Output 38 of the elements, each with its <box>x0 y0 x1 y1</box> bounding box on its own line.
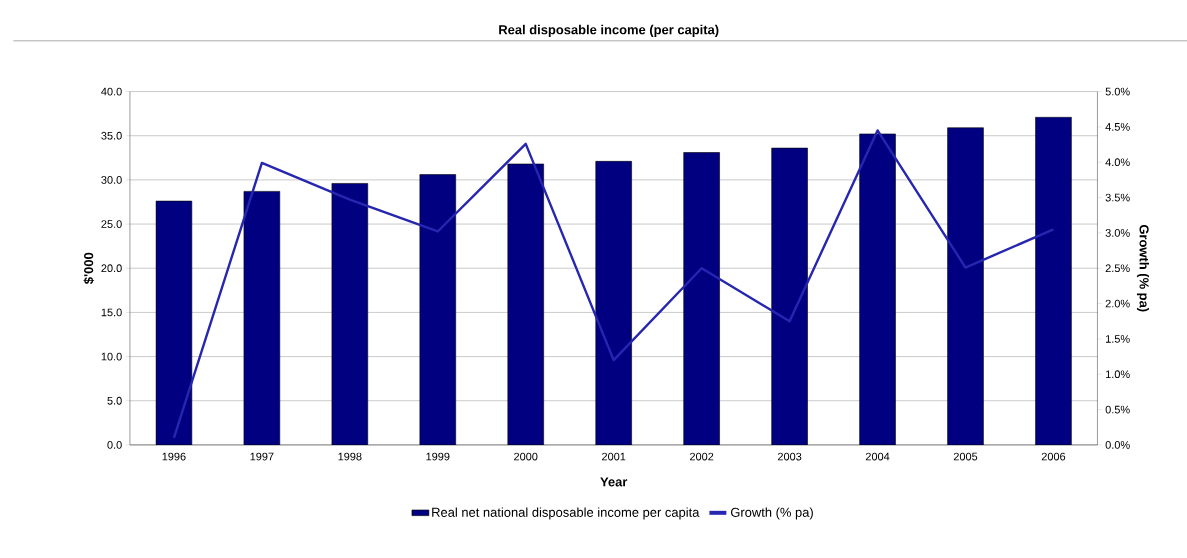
y2-axis-title: Growth (% pa) <box>1136 224 1150 312</box>
y-tick-label: 30.0 <box>101 175 122 184</box>
x-tick-label: 2006 <box>1041 452 1066 461</box>
x-tick-label: 2001 <box>602 452 626 461</box>
chart-title: Real disposable income (per capita) <box>499 24 719 37</box>
y2-tick-label: 2.0% <box>1105 299 1130 308</box>
x-axis-title: Year <box>600 477 628 487</box>
y-tick-label: 5.0 <box>107 396 122 405</box>
y2-tick-label: 4.5% <box>1105 122 1130 131</box>
y-axis-title: $'000 <box>83 252 95 284</box>
x-tick-label: 2000 <box>514 452 538 461</box>
legend-label: Growth (% pa) <box>730 507 813 520</box>
x-tick-label: 1999 <box>426 452 450 461</box>
y-tick-label: 25.0 <box>101 220 122 228</box>
y2-tick-label: 1.5% <box>1106 334 1130 343</box>
x-tick-label: 1997 <box>250 452 274 461</box>
y2-tick-label: 0.5% <box>1105 405 1130 414</box>
x-tick-label: 2004 <box>865 452 890 461</box>
y-tick-label: 20.0 <box>101 264 122 272</box>
y2-tick-label: 2.5% <box>1105 264 1130 272</box>
y-tick-label: 15.0 <box>101 308 122 317</box>
y2-tick-label: 1.0% <box>1106 370 1130 378</box>
x-tick-label: 1998 <box>338 452 362 461</box>
y-tick-label: 40.0 <box>101 87 122 96</box>
y2-tick-label: 4.0% <box>1105 158 1130 166</box>
x-tick-label: 2002 <box>690 452 714 461</box>
x-tick-label: 2003 <box>777 452 802 461</box>
y-tick-label: 10.0 <box>101 352 122 361</box>
y2-tick-label: 3.0% <box>1105 228 1130 237</box>
x-tick-label: 2005 <box>953 452 978 461</box>
y2-tick-label: 5.0% <box>1105 87 1130 96</box>
x-tick-label: 1996 <box>162 452 186 461</box>
line-series <box>172 129 1055 439</box>
legend-label: Real net national disposable income per capita <box>432 507 700 520</box>
y2-tick-label: 0.0% <box>1105 440 1130 449</box>
y-tick-label: 0.0 <box>107 440 122 449</box>
y2-tick-label: 3.5% <box>1105 193 1130 202</box>
y-tick-label: 35.0 <box>101 131 122 140</box>
